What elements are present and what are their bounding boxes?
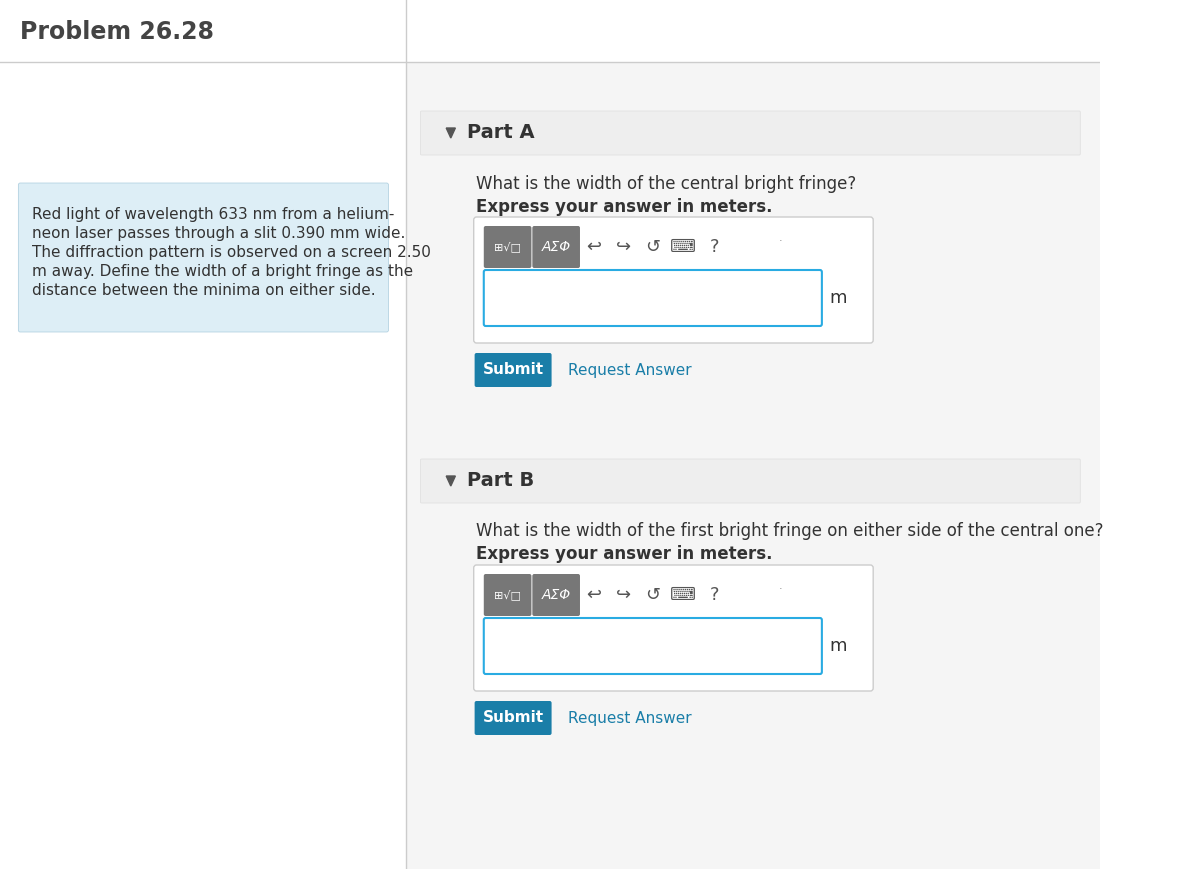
- FancyBboxPatch shape: [475, 353, 552, 387]
- Polygon shape: [446, 476, 455, 486]
- FancyBboxPatch shape: [406, 62, 1099, 869]
- FancyBboxPatch shape: [474, 217, 874, 343]
- Text: ⊞√□: ⊞√□: [494, 242, 521, 252]
- FancyBboxPatch shape: [420, 459, 1080, 503]
- FancyBboxPatch shape: [533, 226, 580, 268]
- Text: Part A: Part A: [467, 123, 535, 143]
- Text: Problem 26.28: Problem 26.28: [20, 20, 214, 44]
- Text: .: .: [779, 233, 782, 243]
- FancyBboxPatch shape: [533, 574, 580, 616]
- FancyBboxPatch shape: [484, 574, 532, 616]
- Text: ?: ?: [710, 586, 720, 604]
- Text: m: m: [829, 637, 847, 655]
- Text: ⌨: ⌨: [670, 586, 696, 604]
- FancyBboxPatch shape: [484, 226, 532, 268]
- FancyBboxPatch shape: [18, 183, 389, 332]
- Text: ΑΣΦ: ΑΣΦ: [541, 588, 571, 602]
- Text: Red light of wavelength 633 nm from a helium-: Red light of wavelength 633 nm from a he…: [32, 207, 395, 222]
- Text: The diffraction pattern is observed on a screen 2.50: The diffraction pattern is observed on a…: [32, 245, 431, 260]
- Text: ↪: ↪: [616, 238, 631, 256]
- Text: Express your answer in meters.: Express your answer in meters.: [476, 545, 773, 563]
- Text: ⌨: ⌨: [670, 238, 696, 256]
- Text: What is the width of the central bright fringe?: What is the width of the central bright …: [476, 175, 857, 193]
- FancyBboxPatch shape: [484, 270, 822, 326]
- Text: Express your answer in meters.: Express your answer in meters.: [476, 198, 773, 216]
- Text: ΑΣΦ: ΑΣΦ: [541, 240, 571, 254]
- Text: ↺: ↺: [644, 238, 660, 256]
- Text: ↪: ↪: [616, 586, 631, 604]
- Text: Request Answer: Request Answer: [568, 362, 691, 377]
- FancyBboxPatch shape: [484, 618, 822, 674]
- Text: ↩: ↩: [586, 238, 601, 256]
- Text: What is the width of the first bright fringe on either side of the central one?: What is the width of the first bright fr…: [476, 522, 1104, 540]
- Text: m: m: [829, 289, 847, 307]
- Text: distance between the minima on either side.: distance between the minima on either si…: [32, 283, 376, 298]
- Text: Request Answer: Request Answer: [568, 711, 691, 726]
- Text: ?: ?: [710, 238, 720, 256]
- FancyBboxPatch shape: [475, 701, 552, 735]
- Text: neon laser passes through a slit 0.390 mm wide.: neon laser passes through a slit 0.390 m…: [32, 226, 406, 241]
- Text: ⊞√□: ⊞√□: [494, 590, 521, 600]
- FancyBboxPatch shape: [474, 565, 874, 691]
- Text: .: .: [779, 581, 782, 591]
- FancyBboxPatch shape: [420, 111, 1080, 155]
- Text: Submit: Submit: [482, 711, 544, 726]
- Text: ↩: ↩: [586, 586, 601, 604]
- Text: ↺: ↺: [644, 586, 660, 604]
- Polygon shape: [446, 128, 455, 138]
- Text: Part B: Part B: [467, 472, 534, 490]
- Text: m away. Define the width of a bright fringe as the: m away. Define the width of a bright fri…: [32, 264, 413, 279]
- Text: Submit: Submit: [482, 362, 544, 377]
